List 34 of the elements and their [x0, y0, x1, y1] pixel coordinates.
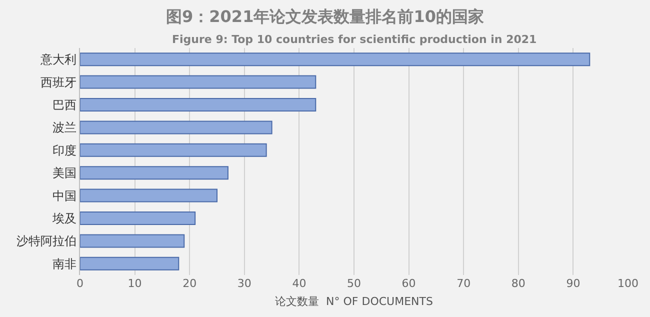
x-tick-label: 90	[566, 277, 580, 290]
x-tick-label: 30	[237, 277, 252, 290]
bar	[80, 98, 316, 112]
x-tick-label: 20	[182, 277, 197, 290]
bar	[80, 143, 267, 157]
x-tick-label: 40	[292, 277, 306, 290]
bar	[80, 188, 218, 202]
y-tick-label: 南非	[52, 256, 77, 271]
bar	[80, 52, 590, 66]
y-tick-label: 巴西	[52, 98, 77, 112]
bar	[80, 234, 185, 248]
x-tick-label: 0	[76, 277, 84, 290]
x-tick-label: 60	[402, 277, 416, 290]
bar	[80, 166, 228, 180]
y-tick-label: 印度	[52, 143, 77, 158]
x-tick-label: 70	[456, 277, 471, 290]
x-tick-label: 50	[347, 277, 361, 290]
y-tick-label: 西班牙	[40, 75, 77, 90]
y-tick-label: 中国	[52, 188, 77, 203]
y-tick-label: 意大利	[40, 52, 77, 67]
x-tick-label: 100	[618, 277, 638, 290]
bar	[80, 75, 316, 89]
y-tick-label: 埃及	[52, 211, 77, 226]
y-tick-label: 沙特阿拉伯	[16, 234, 77, 248]
x-tick-label: 80	[511, 277, 526, 290]
bar	[80, 256, 180, 270]
y-tick-label: 美国	[52, 166, 77, 180]
x-tick-label: 10	[128, 277, 142, 290]
chart-title: 图9：2021年论文发表数量排名前10的国家	[166, 7, 484, 26]
x-axis-title: 论文数量 N° OF DOCUMENTS	[275, 295, 433, 308]
bar	[80, 120, 272, 134]
chart-subtitle: Figure 9: Top 10 countries for scientific production in 2021	[172, 33, 537, 46]
bar	[80, 212, 196, 225]
y-tick-label: 波兰	[52, 120, 77, 135]
